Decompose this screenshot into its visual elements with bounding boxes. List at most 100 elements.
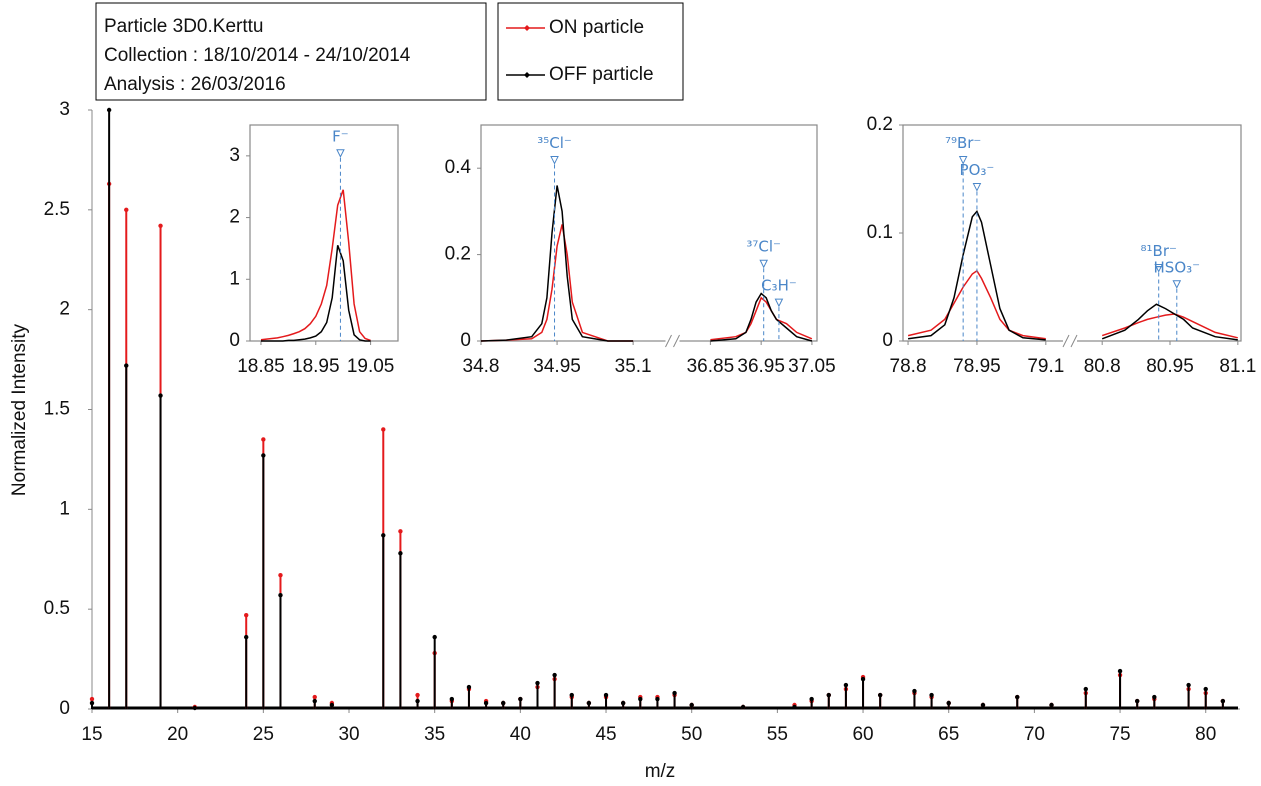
inset-x-tick-label: 80.95 — [1146, 356, 1194, 377]
legend-marker — [524, 72, 530, 78]
spectrum-marker — [877, 692, 883, 698]
spectrum-marker — [415, 692, 420, 698]
spectrum-marker — [158, 393, 163, 398]
inset-box — [480, 124, 818, 342]
inset-line — [1101, 313, 1238, 339]
x-tick-label: 45 — [595, 724, 616, 745]
inset-line — [480, 224, 634, 342]
annotation-marker — [550, 156, 559, 165]
inset-line — [907, 209, 1046, 341]
axis-break-gap — [1063, 338, 1077, 344]
spectrum-marker — [620, 700, 626, 706]
spectrum-marker — [1134, 698, 1140, 704]
spectrum-marker — [603, 692, 609, 698]
spectrum-marker — [244, 634, 249, 640]
spectrum-marker — [792, 704, 797, 710]
x-tick-label: 15 — [81, 724, 102, 745]
spectrum-marker — [518, 696, 523, 702]
axis-break — [665, 334, 672, 348]
annotation-marker — [774, 298, 784, 308]
spectrum-marker — [106, 107, 112, 113]
inset-x-tick-label: 18.95 — [292, 356, 340, 377]
y-axis-label: Normalized Intensity — [9, 323, 30, 496]
spectrum-marker — [261, 453, 266, 458]
spectrum-marker — [244, 612, 249, 618]
spectrum-marker — [586, 700, 592, 706]
annotation-label: ³⁵Cl⁻ — [537, 134, 572, 152]
inset-x-tick-label: 36.85 — [687, 356, 735, 377]
axis-break — [1070, 334, 1078, 348]
legend-box — [497, 2, 684, 101]
spectrum-marker — [929, 692, 934, 698]
annotation-marker — [1154, 264, 1164, 273]
inset-line — [260, 189, 371, 342]
x-tick-label: 30 — [338, 724, 359, 745]
spectrum-marker — [740, 704, 746, 710]
spectrum-marker — [329, 702, 335, 708]
annotation-marker — [759, 259, 769, 269]
spectrum-marker — [89, 700, 95, 706]
spectrum-marker — [312, 694, 317, 700]
spectrum-marker — [912, 688, 917, 694]
inset-y-tick-label: 0.1 — [867, 222, 893, 243]
spectrum-marker — [1083, 686, 1088, 692]
annotation-marker — [972, 183, 982, 192]
spectrum-marker — [1152, 694, 1157, 700]
inset-y-tick-label: 3 — [229, 145, 240, 166]
inset-y-tick-label: 0.2 — [445, 244, 471, 265]
inset-line — [480, 185, 634, 342]
x-tick-label: 75 — [1109, 724, 1130, 745]
y-tick-label: 3 — [59, 99, 70, 120]
x-tick-label: 50 — [681, 724, 702, 745]
spectrum-marker — [809, 696, 814, 702]
annotation-marker — [336, 149, 345, 158]
spectrum-marker — [124, 207, 129, 213]
spectrum-marker — [535, 680, 540, 686]
x-axis-label: m/z — [645, 761, 676, 782]
inset-x-tick-label: 34.95 — [533, 356, 581, 377]
spectrum-marker — [381, 533, 386, 538]
spectrum-marker — [1186, 682, 1191, 688]
inset-x-tick-label: 80.8 — [1084, 356, 1121, 377]
inset-y-tick-label: 0.2 — [867, 114, 893, 135]
inset-y-tick-label: 2 — [229, 207, 240, 228]
spectrum-marker — [483, 700, 489, 706]
x-tick-label: 60 — [852, 724, 873, 745]
inset-x-tick-label: 36.95 — [737, 356, 785, 377]
spectrum-marker — [312, 698, 317, 704]
inset-x-tick-label: 81.1 — [1219, 356, 1256, 377]
spectrum-marker — [946, 700, 951, 706]
annotation-label: ⁸¹Br⁻ — [1141, 242, 1177, 260]
annotation-marker — [958, 156, 968, 165]
x-tick-label: 25 — [253, 724, 274, 745]
spectrum-marker — [1015, 694, 1020, 700]
inset-y-tick-label: 0 — [460, 330, 471, 351]
inset-x-tick-label: 79.1 — [1027, 356, 1064, 377]
y-tick-label: 0 — [59, 698, 70, 719]
y-tick-label: 1 — [59, 498, 70, 519]
annotation-label: C₃H⁻ — [761, 277, 797, 295]
spectrum-marker — [672, 690, 677, 696]
annotation-label: HSO₃⁻ — [1154, 258, 1201, 276]
x-tick-label: 40 — [510, 724, 531, 745]
spectrum-marker — [826, 692, 831, 698]
spectrum-marker — [124, 363, 129, 368]
y-tick-label: 2 — [59, 299, 70, 320]
axis-break — [673, 334, 680, 348]
info-line: Particle 3D0.Kerttu — [104, 16, 263, 37]
x-tick-label: 20 — [167, 724, 188, 745]
spectrum-marker — [1117, 668, 1123, 674]
y-tick-label: 1.5 — [44, 399, 70, 420]
spectrum-marker — [843, 682, 849, 688]
spectrum-marker — [501, 700, 506, 706]
spectrum-marker — [449, 696, 455, 702]
x-tick-label: 55 — [767, 724, 788, 745]
spectrum-marker — [552, 672, 557, 678]
spectrum-marker — [689, 702, 694, 708]
annotation-marker — [1172, 280, 1182, 289]
annotation-label: F⁻ — [332, 127, 349, 145]
spectrum-marker — [278, 592, 283, 598]
axis-break-gap — [665, 338, 680, 344]
inset-y-tick-label: 1 — [229, 268, 240, 289]
